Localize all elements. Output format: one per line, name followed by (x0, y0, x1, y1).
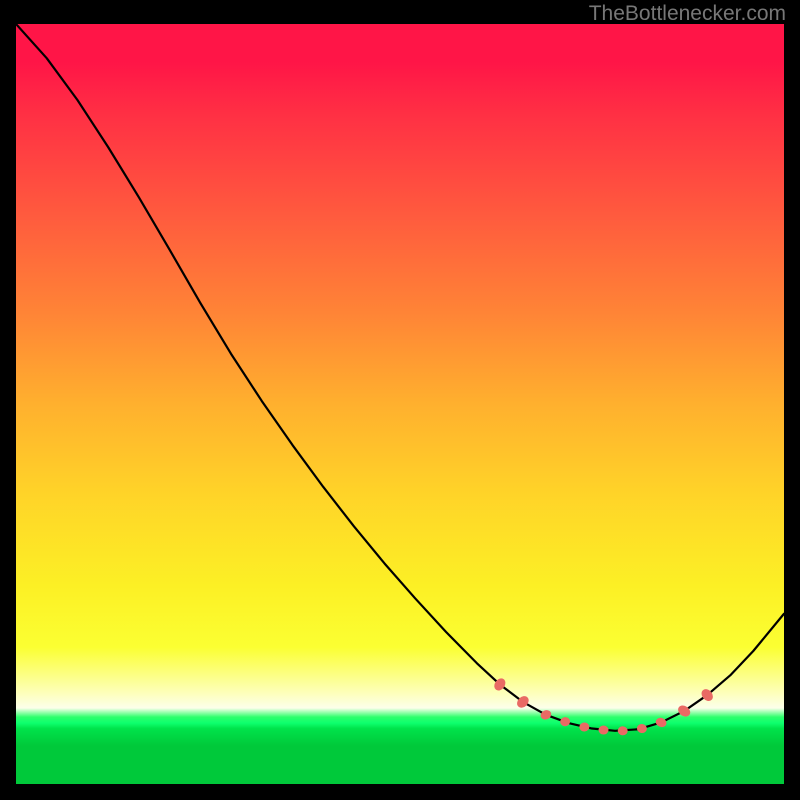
curve-marker (559, 716, 570, 727)
curve-marker (676, 703, 692, 719)
curve-marker (599, 726, 609, 735)
curve-marker (636, 723, 647, 734)
watermark-text: TheBottlenecker.com (589, 2, 786, 26)
bottleneck-curve (16, 24, 784, 731)
curve-marker (539, 708, 553, 721)
chart-svg-overlay (16, 24, 784, 784)
curve-marker (654, 716, 667, 728)
chart-stage: TheBottlenecker.com (0, 0, 800, 800)
curve-marker (617, 726, 628, 736)
curve-marker (579, 722, 590, 732)
